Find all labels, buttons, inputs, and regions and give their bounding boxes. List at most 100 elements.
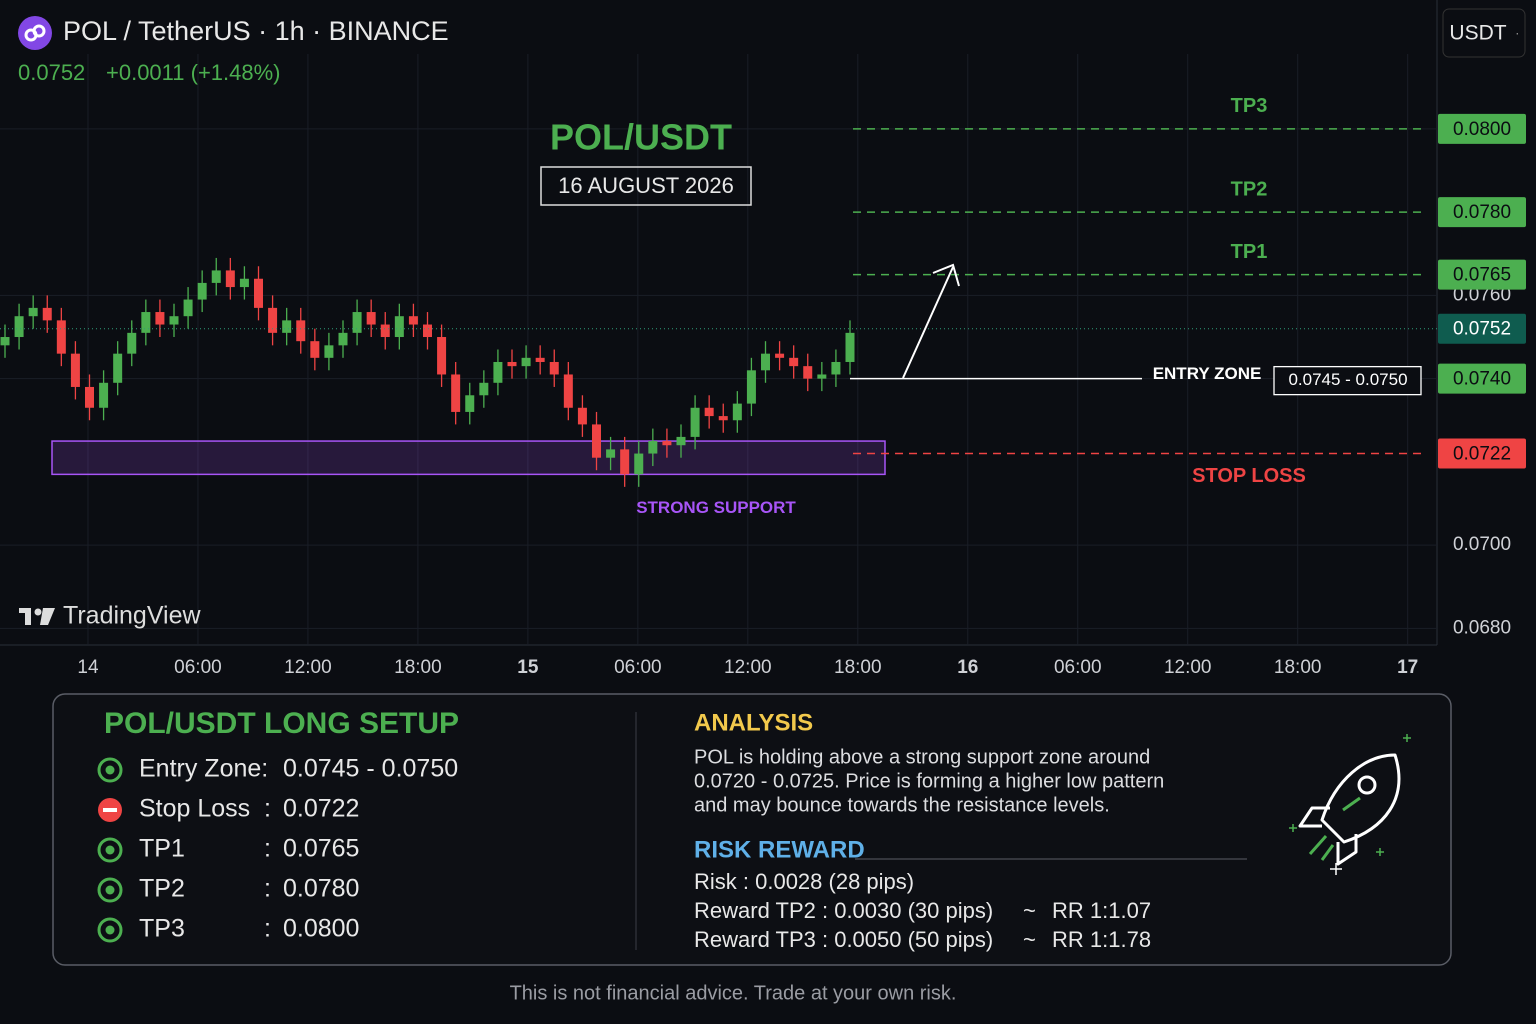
candle-body <box>225 270 235 288</box>
pair: POL / TetherUS · 1h · BINANCE <box>63 16 449 46</box>
risk-text: RR 1:1.07 <box>1052 898 1151 923</box>
candle-body <box>803 366 813 379</box>
row-icon <box>97 757 123 783</box>
candle-body <box>704 407 714 417</box>
price-badge <box>1438 438 1526 469</box>
candle-body <box>620 449 630 475</box>
candle-body <box>549 361 559 375</box>
candle-body <box>761 353 770 371</box>
candle-body <box>366 312 376 325</box>
candle-body <box>99 382 109 408</box>
candle-body <box>380 324 390 338</box>
candle-body <box>169 316 179 325</box>
grid <box>0 54 1437 645</box>
x-tick-label: 17 <box>1397 657 1418 678</box>
candle-body <box>85 386 94 408</box>
candle-body <box>14 316 24 338</box>
candle-body <box>0 337 10 346</box>
price: 0.0752 <box>18 60 85 85</box>
row-value: 0.0765 <box>283 835 359 863</box>
level-name: STOP LOSS <box>1192 465 1306 487</box>
price-badge <box>1438 313 1526 344</box>
candle-body <box>732 403 742 421</box>
candle-body <box>141 312 151 333</box>
candle-body <box>479 382 489 396</box>
x-tick-label: 18:00 <box>1274 657 1322 678</box>
x-tick-label: 12:00 <box>1164 657 1212 678</box>
candle-body <box>254 278 263 308</box>
rocket-body <box>1320 753 1401 844</box>
candle-body <box>845 332 855 362</box>
sparkle <box>1289 824 1297 832</box>
candle-body <box>648 441 658 454</box>
candle-body <box>451 374 461 412</box>
candle-body <box>28 307 38 317</box>
candle-body <box>535 357 545 362</box>
x-tick-label: 12:00 <box>284 657 332 678</box>
candle-body <box>155 312 165 325</box>
candle-body <box>197 282 207 300</box>
x-tick-label: 16 <box>957 657 978 678</box>
level-name: TP2 <box>1231 178 1268 200</box>
y-tick-label: 0.0680 <box>1453 617 1511 638</box>
range-label: 0.0745 - 0.0750 <box>1288 370 1407 389</box>
candle-body <box>282 320 292 333</box>
rocket-icon <box>1298 753 1401 866</box>
candle-body <box>775 353 785 358</box>
candle-body <box>423 324 432 338</box>
candle-body <box>634 453 644 475</box>
level-name: TP1 <box>1231 241 1268 263</box>
y-tick-label: 0.0700 <box>1453 534 1511 555</box>
candle-body <box>577 407 587 425</box>
row-value: 0.0722 <box>283 795 359 823</box>
candle-body <box>465 395 475 412</box>
chart-date: 16 AUGUST 2026 <box>558 173 734 198</box>
setup-panel <box>52 693 1452 966</box>
row-value: 0.0800 <box>283 915 359 943</box>
plot: 0.0800 0.0760 0.0740 0.0700 0.0680 STRONG SUP… <box>0 95 1526 638</box>
chart-title: POL/USDT <box>550 117 732 158</box>
price-badge-label: 0.0722 <box>1453 444 1511 465</box>
row-label: TP2 <box>139 875 185 903</box>
candle-body <box>521 357 531 367</box>
row-label: TP3 <box>139 915 185 943</box>
sparkle <box>1403 734 1411 742</box>
candle-body <box>493 361 503 383</box>
candle-body <box>437 337 447 375</box>
candle-body <box>690 407 700 437</box>
x-tick-label: 06:00 <box>174 657 222 678</box>
currency-dot: · <box>1515 25 1520 41</box>
risk-text: ~ <box>1023 927 1036 952</box>
currency-button[interactable] <box>1442 8 1526 58</box>
candle-body <box>183 299 193 317</box>
analysis-text: POL is holding above a strong support zo… <box>694 746 1164 816</box>
currency[interactable]: USDT <box>1449 22 1506 45</box>
row-icon-dot <box>105 765 115 775</box>
candle-body <box>338 332 348 346</box>
support-zone <box>51 440 886 476</box>
arrow-shaft <box>902 266 954 379</box>
row-icon-dot <box>105 885 115 895</box>
sparkles <box>1289 734 1411 875</box>
risk-lines: Risk : 0.0028 (28 pips) Reward TP2 : 0.00… <box>694 869 1151 952</box>
candle-body <box>70 353 80 387</box>
rocket-stripe <box>1342 796 1361 812</box>
tv-logo-part <box>40 608 55 625</box>
candle-body <box>211 270 221 283</box>
price-badge <box>1438 113 1526 144</box>
x-tick-label: 18:00 <box>834 657 882 678</box>
candle-body <box>127 332 137 354</box>
row-label: TP1 <box>139 835 185 863</box>
x-tick-label: 12:00 <box>724 657 772 678</box>
rocket-flame <box>1308 835 1335 861</box>
y-tick-label: 0.0760 <box>1453 284 1511 305</box>
x-tick-label: 18:00 <box>394 657 442 678</box>
logo-mark <box>32 24 46 38</box>
x-tick-label: 06:00 <box>1054 657 1102 678</box>
row-icon <box>97 917 123 943</box>
rocket-fin <box>1336 834 1358 866</box>
risk-text: Reward TP3 : 0.0050 (50 pips) <box>694 927 993 952</box>
candle-body <box>831 361 841 375</box>
price-badge <box>1438 259 1526 290</box>
